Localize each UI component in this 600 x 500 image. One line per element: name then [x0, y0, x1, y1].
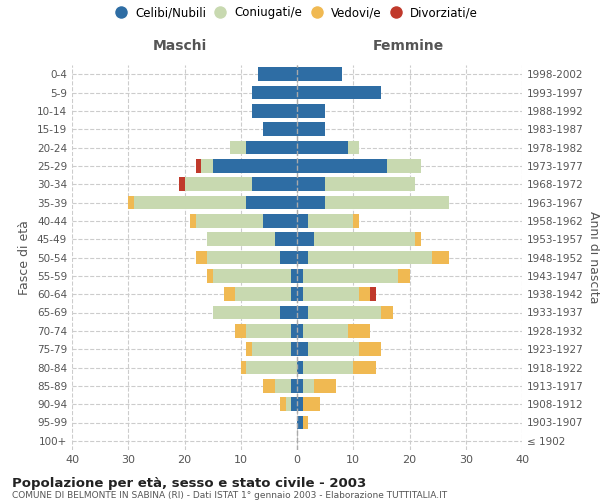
- Bar: [387, 159, 421, 172]
- Bar: [314, 232, 415, 246]
- Bar: [247, 342, 252, 356]
- Bar: [297, 104, 325, 118]
- Bar: [212, 269, 292, 282]
- Bar: [263, 214, 297, 228]
- Bar: [185, 178, 252, 191]
- Bar: [212, 159, 297, 172]
- Text: Femmine: Femmine: [373, 38, 443, 52]
- Bar: [382, 306, 392, 320]
- Bar: [302, 416, 308, 430]
- Bar: [292, 324, 297, 338]
- Bar: [235, 288, 292, 301]
- Bar: [247, 196, 297, 209]
- Bar: [263, 379, 275, 392]
- Bar: [292, 342, 297, 356]
- Bar: [302, 360, 353, 374]
- Bar: [302, 288, 359, 301]
- Bar: [263, 122, 297, 136]
- Bar: [297, 178, 325, 191]
- Bar: [196, 159, 202, 172]
- Bar: [302, 324, 347, 338]
- Bar: [247, 140, 297, 154]
- Bar: [280, 398, 286, 411]
- Bar: [297, 86, 382, 100]
- Bar: [297, 324, 302, 338]
- Bar: [292, 269, 297, 282]
- Bar: [297, 232, 314, 246]
- Bar: [134, 196, 247, 209]
- Bar: [325, 196, 449, 209]
- Bar: [370, 288, 376, 301]
- Bar: [297, 269, 302, 282]
- Bar: [247, 324, 292, 338]
- Bar: [297, 196, 325, 209]
- Bar: [252, 342, 292, 356]
- Bar: [398, 269, 409, 282]
- Bar: [297, 214, 308, 228]
- Y-axis label: Anni di nascita: Anni di nascita: [587, 211, 600, 304]
- Bar: [179, 178, 185, 191]
- Bar: [308, 306, 382, 320]
- Bar: [280, 250, 297, 264]
- Bar: [359, 288, 370, 301]
- Bar: [207, 269, 212, 282]
- Bar: [308, 342, 359, 356]
- Bar: [314, 379, 337, 392]
- Bar: [196, 250, 207, 264]
- Bar: [297, 122, 325, 136]
- Bar: [302, 379, 314, 392]
- Y-axis label: Fasce di età: Fasce di età: [19, 220, 31, 295]
- Bar: [297, 159, 387, 172]
- Bar: [257, 68, 297, 81]
- Bar: [415, 232, 421, 246]
- Bar: [292, 379, 297, 392]
- Bar: [252, 178, 297, 191]
- Bar: [297, 360, 302, 374]
- Bar: [297, 398, 302, 411]
- Bar: [241, 360, 247, 374]
- Bar: [297, 379, 302, 392]
- Bar: [297, 288, 302, 301]
- Bar: [347, 324, 370, 338]
- Bar: [224, 288, 235, 301]
- Bar: [297, 250, 308, 264]
- Bar: [235, 324, 247, 338]
- Bar: [247, 360, 297, 374]
- Bar: [275, 379, 292, 392]
- Bar: [308, 250, 432, 264]
- Bar: [190, 214, 196, 228]
- Bar: [308, 214, 353, 228]
- Bar: [302, 269, 398, 282]
- Bar: [297, 140, 347, 154]
- Bar: [196, 214, 263, 228]
- Bar: [286, 398, 292, 411]
- Bar: [207, 232, 275, 246]
- Text: Maschi: Maschi: [153, 38, 207, 52]
- Bar: [275, 232, 297, 246]
- Bar: [212, 306, 280, 320]
- Bar: [252, 104, 297, 118]
- Bar: [292, 288, 297, 301]
- Bar: [347, 140, 359, 154]
- Bar: [302, 398, 320, 411]
- Bar: [353, 214, 359, 228]
- Text: COMUNE DI BELMONTE IN SABINA (RI) - Dati ISTAT 1° gennaio 2003 - Elaborazione TU: COMUNE DI BELMONTE IN SABINA (RI) - Dati…: [12, 491, 447, 500]
- Bar: [297, 306, 308, 320]
- Bar: [353, 360, 376, 374]
- Bar: [292, 398, 297, 411]
- Bar: [297, 68, 342, 81]
- Bar: [325, 178, 415, 191]
- Bar: [128, 196, 134, 209]
- Legend: Celibi/Nubili, Coniugati/e, Vedovi/e, Divorziati/e: Celibi/Nubili, Coniugati/e, Vedovi/e, Di…: [112, 2, 482, 24]
- Bar: [359, 342, 382, 356]
- Bar: [297, 416, 302, 430]
- Bar: [432, 250, 449, 264]
- Bar: [202, 159, 212, 172]
- Text: Popolazione per età, sesso e stato civile - 2003: Popolazione per età, sesso e stato civil…: [12, 478, 366, 490]
- Bar: [252, 86, 297, 100]
- Bar: [207, 250, 280, 264]
- Bar: [297, 342, 308, 356]
- Bar: [229, 140, 247, 154]
- Bar: [280, 306, 297, 320]
